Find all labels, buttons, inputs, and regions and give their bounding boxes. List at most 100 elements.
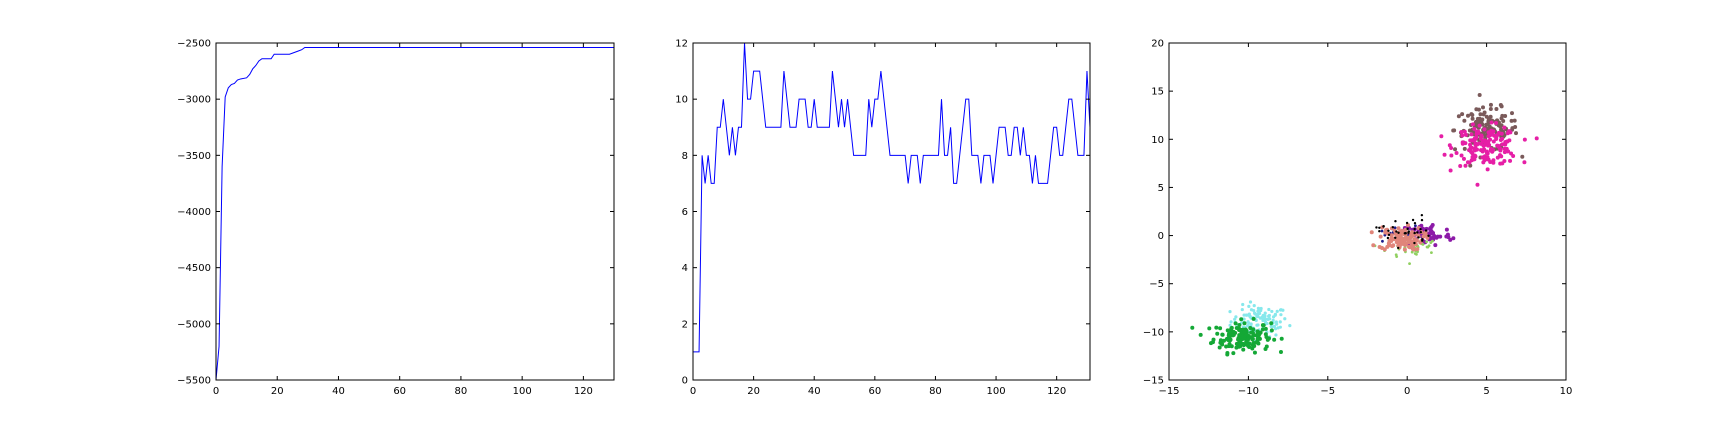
scatter-point: [1248, 326, 1253, 331]
scatter-point: [1484, 122, 1489, 127]
scatter-point: [1478, 112, 1483, 117]
scatter-point: [1460, 133, 1465, 138]
scatter-point: [1272, 337, 1277, 342]
subplot-2: 0 20 40 60 80 100 120 0 2 4 6 8 10 12: [675, 39, 1091, 397]
scatter-point: [1389, 239, 1394, 243]
scatter-point: [1246, 324, 1250, 328]
scatter-point: [1241, 347, 1246, 352]
scatter-point: [1375, 226, 1378, 229]
series-line: [693, 43, 1090, 353]
x-tick-label: 120: [574, 386, 593, 397]
subplot-1: 0 20 40 60 80 100 120 −5500 −5000 −4500 −4000 −3500…: [177, 39, 615, 397]
scatter-point: [1427, 244, 1431, 248]
scatter-point: [1420, 213, 1424, 217]
scatter-point: [1233, 317, 1237, 321]
scatter-point: [1468, 142, 1473, 147]
scatter-point: [1267, 313, 1272, 318]
scatter-point: [1218, 338, 1223, 343]
scatter-point: [1217, 345, 1222, 350]
scatter-point: [1484, 149, 1489, 154]
scatter-point: [1439, 134, 1444, 139]
scatter-point: [1396, 226, 1401, 231]
scatter-point: [1512, 118, 1517, 123]
scatter-point: [1431, 239, 1434, 243]
scatter-point: [1413, 241, 1416, 245]
scatter-point: [1215, 331, 1220, 336]
scatter-point: [1240, 342, 1245, 347]
scatter-point: [1273, 313, 1277, 317]
scatter-point: [1438, 234, 1443, 239]
scatter-point: [1395, 230, 1398, 233]
y-tick-label: −5500: [177, 376, 211, 387]
axes-frame: [215, 42, 615, 381]
scatter-point: [1405, 221, 1409, 225]
scatter-point: [1419, 227, 1422, 231]
scatter-point: [1190, 325, 1195, 330]
x-tick-label: 20: [747, 386, 760, 397]
scatter-point: [1261, 316, 1265, 321]
scatter-point: [1246, 337, 1251, 342]
scatter-point: [1481, 105, 1485, 110]
scatter-point: [1275, 322, 1279, 326]
scatter-point: [1207, 326, 1212, 331]
scatter-point: [1413, 222, 1417, 225]
scatter-point: [1522, 137, 1527, 142]
scatter-point: [1269, 324, 1273, 329]
scatter-point: [1502, 150, 1507, 155]
scatter-point: [1259, 308, 1263, 313]
scatter-point: [1486, 119, 1491, 124]
scatter-point: [1387, 229, 1390, 232]
scatter-point: [1486, 134, 1491, 139]
scatter-point: [1522, 160, 1527, 165]
scatter-point: [1395, 255, 1399, 258]
scatter-point: [1508, 158, 1513, 163]
scatter-point: [1419, 231, 1423, 234]
scatter-point: [1246, 320, 1250, 324]
scatter-point: [1224, 344, 1229, 349]
scatter-point: [1449, 153, 1454, 158]
scatter-point: [1486, 157, 1491, 162]
scatter-point: [1263, 347, 1268, 352]
scatter-point: [1491, 139, 1496, 144]
scatter-point: [1406, 237, 1411, 242]
scatter-point: [1486, 140, 1491, 145]
scatter-point: [1503, 140, 1508, 145]
scatter-point: [1475, 182, 1480, 187]
scatter-point: [1496, 130, 1501, 135]
x-tick-label: 20: [271, 386, 284, 397]
scatter-point: [1494, 135, 1499, 140]
scatter-point: [1470, 116, 1475, 121]
y-tick-label: 10: [1151, 135, 1164, 146]
y-tick-label: −5: [1149, 279, 1164, 290]
scatter-point: [1406, 227, 1409, 231]
scatter-point: [1484, 114, 1489, 119]
scatter-point: [1265, 337, 1270, 342]
scatter-point: [1489, 146, 1494, 151]
x-tick-label: −15: [1158, 386, 1179, 397]
scatter-point: [1269, 321, 1274, 326]
scatter-point: [1459, 153, 1464, 158]
scatter-point: [1488, 102, 1493, 107]
scatter-point: [1387, 233, 1391, 237]
scatter-point: [1393, 226, 1397, 230]
scatter-point: [1231, 351, 1236, 356]
scatter-point: [1462, 146, 1467, 151]
scatter-point: [1378, 234, 1383, 239]
scatter-point: [1462, 118, 1467, 123]
x-tick-label: 80: [455, 386, 468, 397]
scatter-point: [1482, 110, 1487, 115]
scatter-point: [1378, 230, 1381, 233]
scatter-point: [1453, 147, 1458, 152]
scatter-point: [1481, 160, 1486, 165]
scatter-point: [1256, 312, 1260, 316]
scatter-point: [1252, 350, 1257, 355]
y-tick-label: 6: [682, 207, 688, 218]
scatter-point: [1494, 107, 1499, 111]
scatter-point: [1394, 220, 1397, 223]
x-tick-label: 40: [808, 386, 821, 397]
y-tick-label: 20: [1151, 39, 1164, 50]
scatter-point: [1421, 234, 1426, 239]
scatter-point: [1265, 321, 1269, 326]
scatter-point: [1249, 308, 1254, 312]
